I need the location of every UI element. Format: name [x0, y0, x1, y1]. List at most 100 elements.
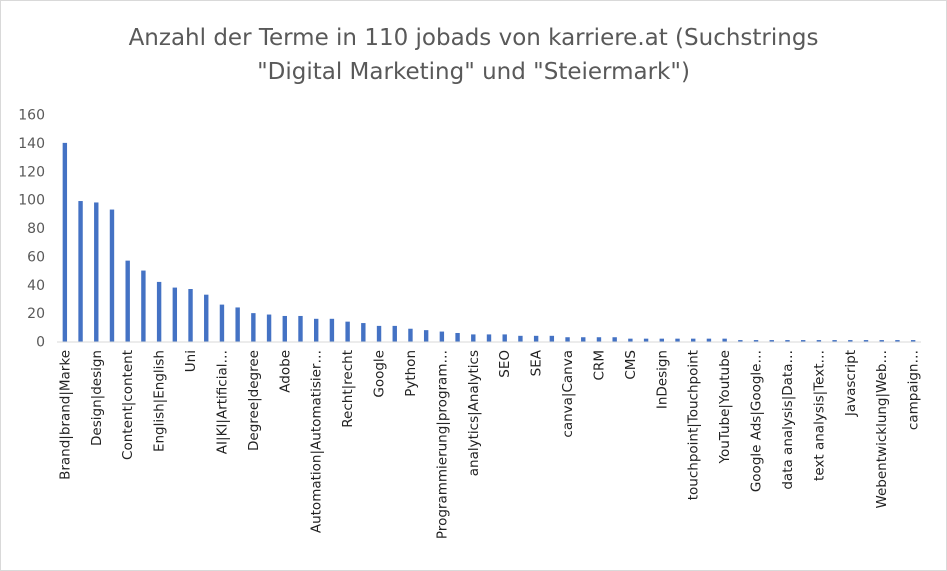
bar	[235, 307, 240, 342]
bar	[816, 340, 822, 342]
x-tick-label: Recht|recht	[340, 350, 356, 428]
bar	[204, 294, 209, 342]
x-tick-label: AI|KI|Artificial…	[214, 350, 230, 454]
x-tick-label: canva|Canva	[560, 350, 576, 438]
bar	[549, 335, 555, 342]
bar	[486, 334, 492, 342]
x-tick-label: Content|content	[120, 350, 136, 460]
bar	[188, 289, 193, 342]
bar	[345, 321, 350, 342]
x-tick-label: Design|design	[89, 350, 105, 446]
x-tick-label: SEA	[529, 349, 545, 376]
x-tick-label: Javascript	[843, 350, 859, 417]
bar	[769, 340, 774, 342]
x-tick-label: Uni	[183, 350, 199, 372]
x-tick-label: analytics|Analytics	[466, 350, 482, 476]
y-tick-label: 20	[27, 306, 45, 322]
bar	[62, 142, 68, 342]
bar	[832, 340, 837, 342]
bar	[753, 340, 759, 342]
x-tick-label: Webentwicklung|Web…	[874, 350, 890, 509]
chart-title: Anzahl der Terme in 110 jobads von karri…	[1, 21, 946, 89]
bar	[408, 328, 413, 342]
x-tick-label: Google Ads|Google…	[749, 350, 765, 492]
bar	[455, 332, 460, 342]
bar	[879, 340, 884, 342]
bar	[659, 338, 664, 342]
y-axis: 0 20 40 60 80 100 120 140 160	[18, 108, 45, 351]
y-tick-label: 80	[27, 221, 45, 237]
x-tick-label: SEO	[497, 350, 513, 378]
bar	[156, 281, 162, 342]
bar	[706, 338, 712, 342]
bar	[643, 338, 649, 342]
y-tick-label: 40	[27, 278, 45, 294]
y-tick-label: 140	[18, 136, 45, 152]
y-tick-label: 120	[18, 164, 45, 180]
bar	[581, 337, 586, 342]
bar	[361, 323, 366, 342]
bar	[141, 270, 146, 342]
bar	[863, 340, 869, 342]
bar	[738, 340, 743, 342]
x-tick-label: campaign…	[906, 350, 922, 430]
x-tick-label: CRM	[591, 350, 607, 380]
chart-title-line-2: "Digital Marketing" und "Steiermark")	[257, 59, 690, 85]
y-tick-label: 160	[18, 108, 45, 124]
bar	[895, 340, 900, 342]
bar	[502, 334, 507, 342]
x-tick-label: Programmierung|program…	[434, 350, 450, 539]
x-tick-label: Brand|brand|Marke	[57, 350, 73, 480]
bar	[376, 325, 382, 342]
bar	[329, 318, 335, 342]
bar	[628, 338, 633, 342]
x-tick-label: data analysis|Data…	[780, 350, 796, 490]
bar	[125, 260, 130, 342]
x-tick-label: Adobe	[277, 350, 293, 393]
bar	[565, 337, 570, 342]
bar	[691, 338, 696, 342]
y-tick-label: 60	[27, 249, 45, 265]
x-tick-label: English|English	[152, 350, 168, 452]
bar	[848, 340, 853, 342]
bar	[596, 337, 602, 342]
bar	[78, 201, 83, 342]
bars	[62, 142, 916, 342]
bar	[800, 340, 806, 342]
bar	[471, 334, 476, 342]
bar	[314, 318, 319, 342]
bar	[439, 331, 445, 342]
bar	[675, 338, 680, 342]
bar	[423, 330, 429, 342]
bar	[251, 313, 256, 342]
x-tick-label: Degree|degree	[246, 350, 262, 451]
x-tick-label: InDesign	[654, 350, 670, 409]
bar	[910, 340, 916, 342]
y-tick-label: 0	[36, 335, 45, 351]
x-tick-label: Automation|Automatisier…	[309, 350, 325, 533]
x-tick-label: Python	[403, 350, 419, 397]
bar	[109, 209, 115, 342]
x-tick-label: Google	[372, 350, 388, 398]
bar	[266, 314, 272, 342]
chart-title-line-1: Anzahl der Terme in 110 jobads von karri…	[128, 25, 819, 51]
bar	[722, 338, 727, 342]
x-tick-label: YouTube|Youtube	[717, 350, 733, 464]
bar	[612, 337, 617, 342]
bar	[172, 287, 178, 342]
bar	[282, 315, 287, 342]
x-tick-label: text analysis|Text…	[811, 350, 827, 481]
bar	[94, 202, 99, 342]
bar	[392, 325, 397, 342]
x-tick-label: CMS	[623, 350, 639, 380]
x-tick-label: touchpoint|Touchpoint	[686, 350, 702, 500]
bar	[518, 335, 523, 342]
y-tick-label: 100	[18, 193, 45, 209]
bar	[298, 315, 303, 342]
bar	[785, 340, 790, 342]
bar	[219, 304, 225, 342]
bar	[533, 335, 539, 342]
x-axis-labels: Brand|brand|Marke Design|design Content|co…	[57, 349, 921, 539]
